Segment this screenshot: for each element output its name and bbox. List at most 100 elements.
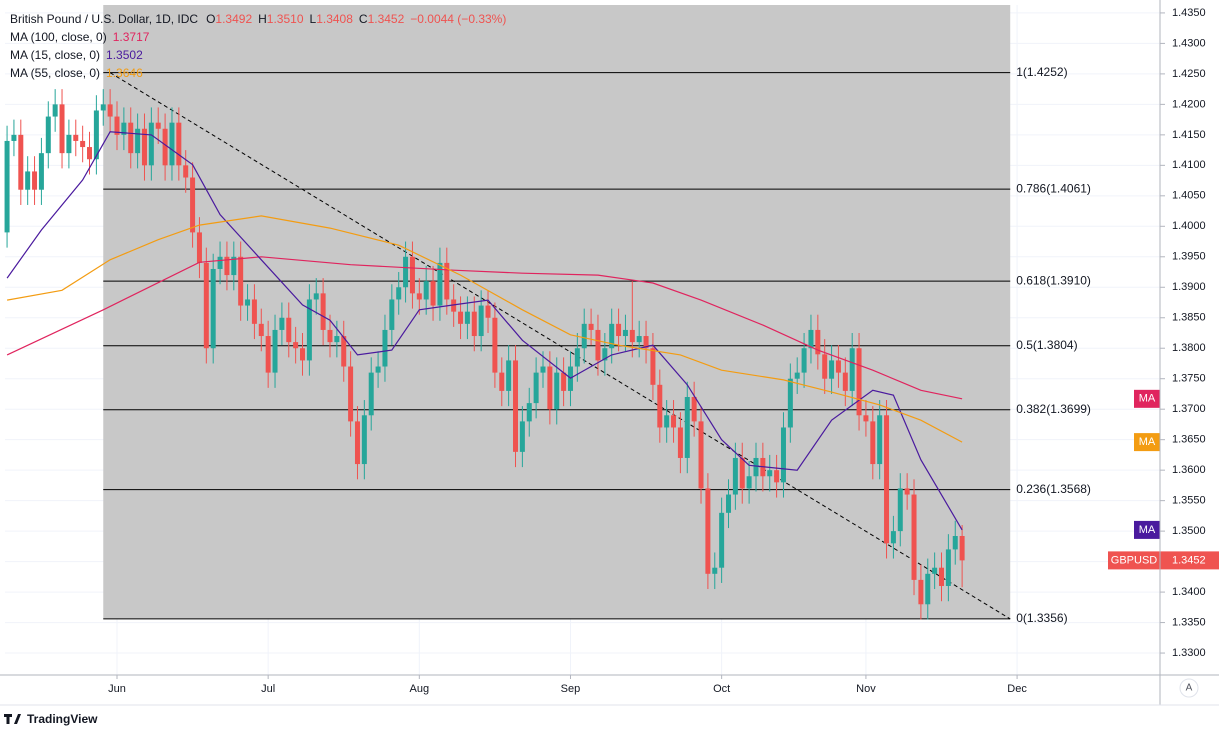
candle-body	[506, 360, 512, 391]
ohlc-value: 1.3452	[368, 12, 405, 26]
auto-scale-button[interactable]	[1179, 678, 1199, 698]
ohlc-key: O	[206, 12, 215, 26]
candle-body	[279, 317, 285, 330]
last-price-badge	[1160, 551, 1219, 570]
candle-body	[251, 299, 257, 324]
candle-body	[114, 116, 120, 135]
candle-body	[238, 256, 244, 306]
candle-body	[616, 323, 622, 337]
candle-body	[368, 372, 374, 416]
y-tick-label: 1.4300	[1172, 37, 1206, 49]
candle-body	[794, 372, 800, 379]
fib-label: 0.786(1.4061)	[1016, 181, 1091, 195]
candle-body	[93, 110, 99, 160]
candle-body	[918, 579, 924, 605]
candle-body	[870, 421, 876, 465]
candle-body	[148, 122, 154, 166]
candle-body	[396, 287, 402, 300]
candle-body	[203, 262, 209, 349]
ohlc-value: 1.3408	[316, 12, 353, 26]
candle-body	[602, 348, 608, 361]
candle-body	[416, 293, 422, 300]
candle-body	[526, 403, 532, 422]
brand-text: TradingView	[27, 712, 98, 726]
y-tick-label: 1.3850	[1172, 312, 1206, 324]
candle-body	[650, 348, 656, 385]
candle-body	[863, 415, 869, 422]
candle-body	[444, 262, 450, 300]
legend-ma-line: MA (15, close, 0) 1.3502	[10, 48, 143, 62]
candle-body	[574, 348, 580, 367]
y-tick-label: 1.3900	[1172, 281, 1206, 293]
candle-body	[176, 122, 182, 166]
y-tick-label: 1.3600	[1172, 464, 1206, 476]
candle-body	[80, 140, 86, 148]
candle-body	[822, 354, 828, 379]
y-tick-label: 1.4200	[1172, 98, 1206, 110]
candle-body	[258, 323, 264, 337]
candle-body	[155, 122, 161, 129]
candle-body	[746, 476, 752, 489]
candle-body	[52, 104, 58, 117]
brand-logo	[4, 714, 21, 724]
candle-body	[856, 348, 862, 416]
last-price-label: 1.3452	[1172, 554, 1206, 566]
y-tick-label: 1.4350	[1172, 7, 1206, 19]
candle-body	[210, 268, 216, 349]
candle-body	[595, 329, 601, 361]
candle-body	[890, 531, 896, 544]
symbol-badge	[1108, 551, 1160, 570]
candle-body	[657, 384, 663, 428]
legend: British Pound / U.S. Dollar, 1D, IDC O1.3…	[10, 12, 506, 80]
fib-label: 0.618(1.3910)	[1016, 273, 1091, 287]
candle-body	[18, 134, 24, 190]
candle-body	[877, 415, 883, 465]
candle-body	[609, 323, 615, 349]
candle-body	[293, 342, 299, 349]
candle-body	[753, 457, 759, 477]
candle-body	[939, 567, 945, 586]
logo-icon	[4, 714, 21, 724]
candle-body	[361, 415, 367, 465]
y-tick-label: 1.3650	[1172, 434, 1206, 446]
candle-body	[464, 311, 470, 324]
legend-ma-name: MA (100, close, 0)	[10, 30, 107, 44]
y-tick-label: 1.3750	[1172, 373, 1206, 385]
moving-averages	[6, 131, 963, 531]
candle-body	[726, 494, 732, 513]
y-tick-label: 1.3950	[1172, 251, 1206, 263]
x-tick-label: Sep	[561, 683, 581, 695]
ohlc-value: 1.3492	[215, 12, 252, 26]
candle-body	[698, 421, 704, 489]
auto-scale-label[interactable]: A	[1186, 683, 1193, 694]
legend-ma-value: 1.3646	[106, 66, 143, 80]
candle-body	[911, 494, 917, 580]
candle-body	[100, 104, 106, 111]
candle-body	[932, 567, 938, 574]
candle-body	[925, 573, 931, 605]
trend-line	[109, 72, 1011, 620]
candle-body	[739, 457, 745, 489]
candle-body	[767, 470, 773, 477]
legend-ma-value: 1.3502	[106, 48, 143, 62]
candles	[4, 89, 965, 620]
x-tick-label: Oct	[713, 683, 730, 695]
candle-body	[196, 232, 202, 263]
candle-body	[141, 128, 147, 166]
candle-body	[430, 281, 436, 306]
x-tick-label: Jun	[108, 683, 126, 695]
candle-body	[135, 128, 141, 154]
candle-body	[801, 348, 807, 373]
candle-body	[382, 329, 388, 367]
candle-body	[629, 329, 635, 343]
candle-body	[265, 336, 271, 373]
y-tick-label: 1.3300	[1172, 647, 1206, 659]
y-tick-label: 1.4000	[1172, 220, 1206, 232]
candle-body	[952, 536, 958, 550]
x-tick-label: Jul	[261, 683, 275, 695]
candle-body	[272, 329, 278, 373]
fib-zone	[103, 5, 1011, 619]
candle-body	[884, 415, 890, 544]
candle-body	[190, 177, 196, 233]
ma-badge	[1134, 433, 1160, 452]
